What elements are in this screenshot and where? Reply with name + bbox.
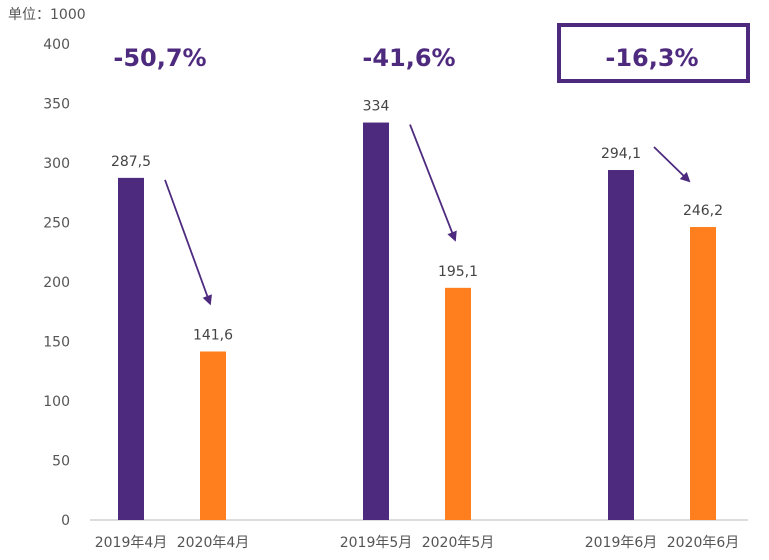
y-tick-label: 300 bbox=[43, 156, 70, 172]
bar bbox=[363, 122, 389, 520]
y-tick-label: 50 bbox=[52, 454, 70, 470]
x-category-label: 2020年4月 bbox=[177, 535, 250, 551]
bar bbox=[200, 351, 226, 520]
change-percent-label: -41,6% bbox=[362, 44, 455, 72]
change-arrow bbox=[409, 124, 457, 242]
y-tick-label: 0 bbox=[61, 513, 70, 529]
y-tick-label: 100 bbox=[43, 394, 70, 410]
bar-value-label: 195,1 bbox=[438, 264, 478, 280]
bar bbox=[118, 177, 144, 520]
y-tick-label: 250 bbox=[43, 216, 70, 232]
change-highlight-box bbox=[557, 23, 750, 83]
bar-value-label: 294,1 bbox=[601, 146, 641, 162]
bar-value-label: 334 bbox=[363, 99, 390, 115]
bar-value-label: 141,6 bbox=[193, 327, 233, 343]
x-category-label: 2019年4月 bbox=[95, 535, 168, 551]
unit-label: 单位：1000 bbox=[8, 7, 86, 23]
x-category-label: 2019年5月 bbox=[340, 535, 413, 551]
bar-value-label: 287,5 bbox=[111, 154, 151, 170]
x-category-label: 2020年5月 bbox=[422, 535, 495, 551]
change-percent-label: -16,3% bbox=[605, 44, 698, 72]
y-tick-label: 150 bbox=[43, 335, 70, 351]
bar bbox=[608, 170, 634, 520]
x-category-label: 2020年6月 bbox=[667, 535, 740, 551]
change-percent-label: -50,7% bbox=[113, 44, 206, 72]
y-tick-label: 400 bbox=[43, 37, 70, 53]
bar-value-label: 246,2 bbox=[683, 203, 723, 219]
change-arrow bbox=[653, 146, 691, 183]
x-category-label: 2019年6月 bbox=[585, 535, 658, 551]
change-arrow bbox=[164, 179, 212, 306]
y-tick-label: 200 bbox=[43, 275, 70, 291]
y-tick-label: 350 bbox=[43, 97, 70, 113]
bar bbox=[690, 227, 716, 520]
bar bbox=[445, 287, 471, 520]
